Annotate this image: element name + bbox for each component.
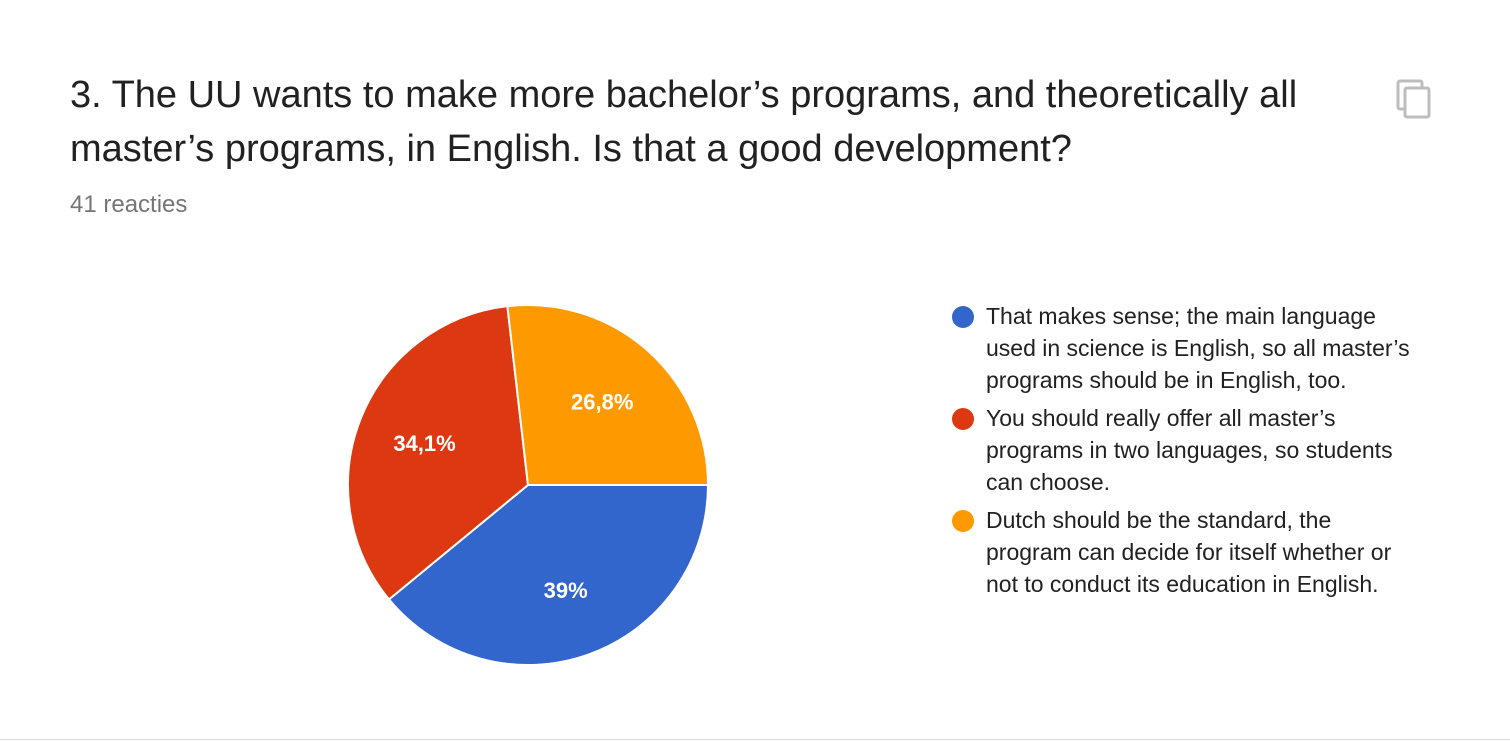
- pie-chart: 39% 34,1% 26,8%: [347, 304, 710, 666]
- legend-swatch-1: [952, 306, 974, 328]
- legend-item-2[interactable]: You should really offer all master’s pro…: [950, 402, 1410, 498]
- response-count: 41 reacties: [70, 191, 188, 218]
- bottom-divider: [0, 739, 1510, 740]
- pie-slice-1[interactable]: [387, 484, 710, 666]
- legend-item-3[interactable]: Dutch should be the standard, the progra…: [950, 504, 1410, 600]
- slice-label-2: 34,1%: [393, 431, 455, 456]
- question-title: 3. The UU wants to make more bachelor’s …: [70, 74, 1298, 170]
- chart-legend: That makes sense; the main language used…: [950, 300, 1410, 606]
- legend-item-1[interactable]: That makes sense; the main language used…: [950, 300, 1410, 396]
- copy-chart-button[interactable]: [1392, 76, 1436, 120]
- slice-label-1: 39%: [544, 578, 588, 603]
- legend-label-1: That makes sense; the main language used…: [986, 303, 1410, 393]
- pie-slice-3[interactable]: [506, 304, 710, 486]
- legend-swatch-2: [952, 408, 974, 430]
- copy-icon: [1396, 79, 1431, 119]
- slice-label-3: 26,8%: [571, 390, 633, 415]
- legend-label-3: Dutch should be the standard, the progra…: [986, 507, 1392, 597]
- legend-swatch-3: [952, 510, 974, 532]
- legend-label-2: You should really offer all master’s pro…: [986, 405, 1393, 495]
- pie-slice-2[interactable]: [347, 305, 530, 601]
